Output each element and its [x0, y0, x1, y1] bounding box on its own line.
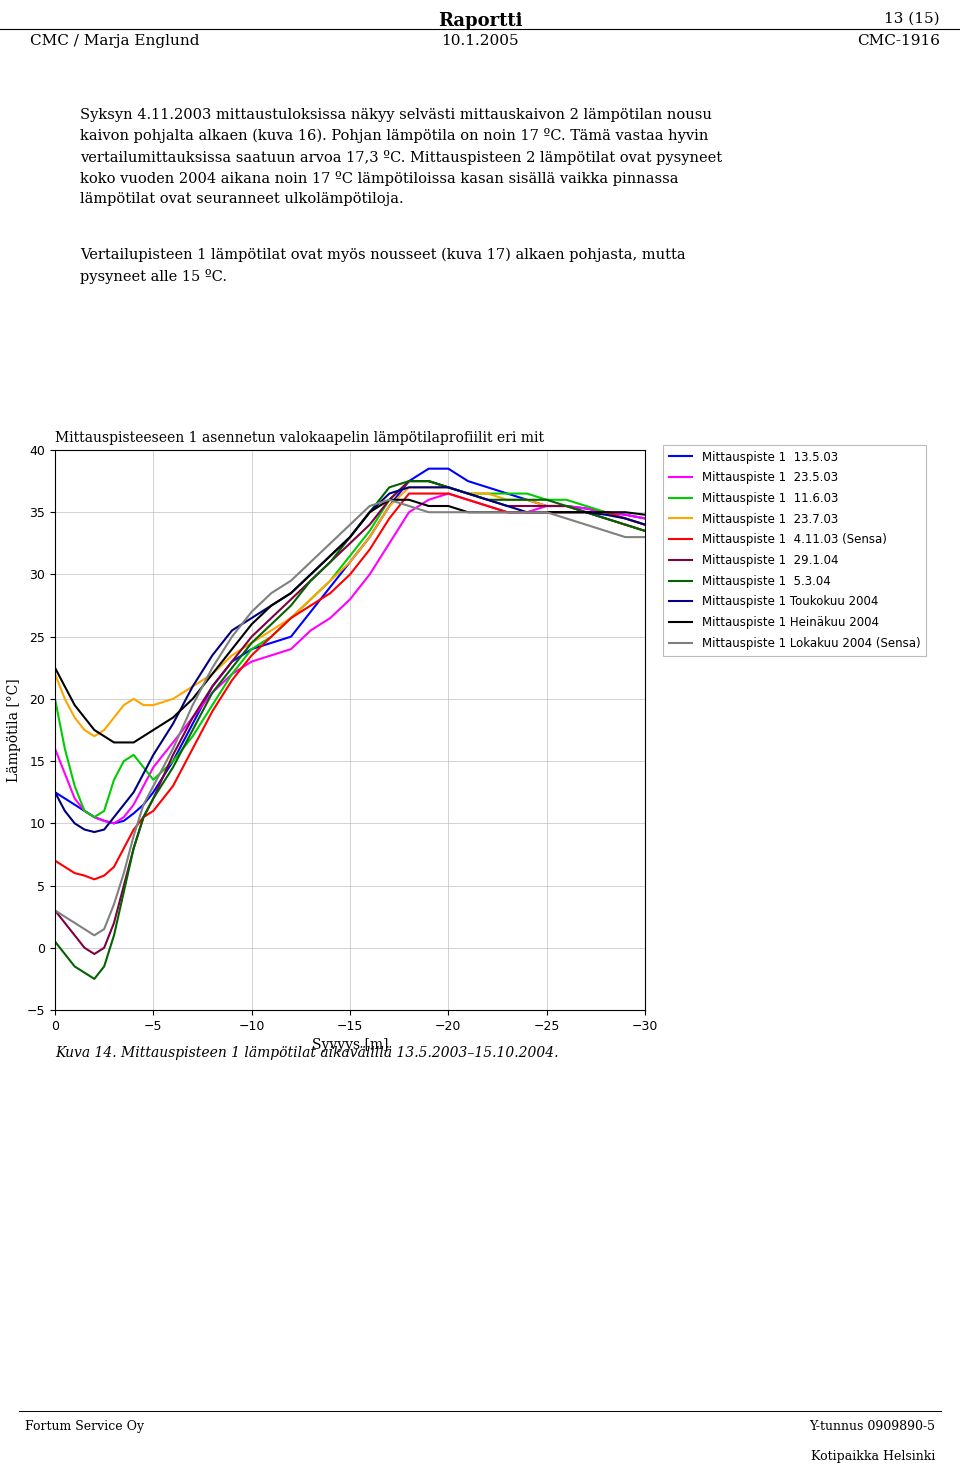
Text: 13 (15): 13 (15): [884, 12, 940, 25]
Y-axis label: Lämpötila [°C]: Lämpötila [°C]: [8, 678, 21, 783]
X-axis label: Syvyys [m]: Syvyys [m]: [312, 1039, 388, 1052]
Text: 10.1.2005: 10.1.2005: [442, 34, 518, 47]
Text: Fortum Service Oy: Fortum Service Oy: [25, 1420, 144, 1433]
Text: Kotipaikka Helsinki: Kotipaikka Helsinki: [810, 1450, 935, 1462]
Text: Syksyn 4.11.2003 mittaustuloksissa näkyy selvästi mittauskaivon 2 lämpötilan nou: Syksyn 4.11.2003 mittaustuloksissa näkyy…: [80, 107, 722, 206]
Legend: Mittauspiste 1  13.5.03, Mittauspiste 1  23.5.03, Mittauspiste 1  11.6.03, Mitta: Mittauspiste 1 13.5.03, Mittauspiste 1 2…: [662, 444, 926, 656]
Text: Vertailupisteen 1 lämpötilat ovat myös nousseet (kuva 17) alkaen pohjasta, mutta: Vertailupisteen 1 lämpötilat ovat myös n…: [80, 249, 685, 284]
Text: Mittauspisteeseen 1 asennetun valokaapelin lämpötilaprofiilit eri mit: Mittauspisteeseen 1 asennetun valokaapel…: [55, 431, 544, 444]
Text: Kuva 14. Mittauspisteen 1 lämpötilat aikavälillä 13.5.2003–15.10.2004.: Kuva 14. Mittauspisteen 1 lämpötilat aik…: [55, 1046, 559, 1059]
Text: Raportti: Raportti: [438, 12, 522, 29]
Text: CMC-1916: CMC-1916: [857, 34, 940, 47]
Text: Y-tunnus 0909890-5: Y-tunnus 0909890-5: [809, 1420, 935, 1433]
Text: CMC / Marja Englund: CMC / Marja Englund: [30, 34, 200, 47]
